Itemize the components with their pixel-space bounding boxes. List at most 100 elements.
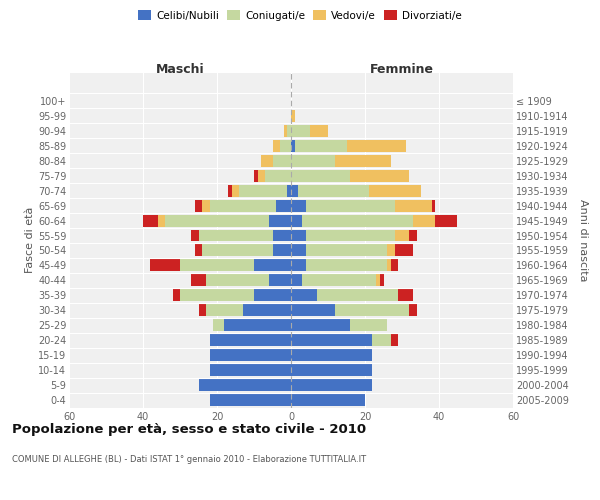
Text: Maschi: Maschi <box>155 63 205 76</box>
Bar <box>202 244 272 256</box>
Bar <box>373 334 391 346</box>
Bar <box>291 140 295 152</box>
Bar <box>291 230 306 241</box>
Bar <box>272 244 291 256</box>
Bar <box>269 214 291 226</box>
Bar <box>269 274 291 286</box>
Bar <box>291 260 306 272</box>
Bar <box>228 184 232 196</box>
Bar <box>291 170 350 181</box>
Bar <box>409 230 417 241</box>
Bar <box>387 260 391 272</box>
Bar <box>291 394 365 406</box>
Bar <box>254 290 291 302</box>
Bar <box>350 170 409 181</box>
Bar <box>284 125 287 137</box>
Bar <box>302 274 376 286</box>
Bar <box>291 200 306 211</box>
Bar <box>335 155 391 166</box>
Bar <box>431 200 436 211</box>
Bar <box>395 244 413 256</box>
Bar <box>199 230 272 241</box>
Bar <box>291 304 335 316</box>
Bar <box>191 274 206 286</box>
Bar <box>287 125 291 137</box>
Bar <box>409 304 417 316</box>
Bar <box>224 320 291 331</box>
Bar <box>306 244 387 256</box>
Bar <box>287 184 291 196</box>
Bar <box>151 260 180 272</box>
Bar <box>191 230 199 241</box>
Bar <box>306 230 395 241</box>
Bar <box>291 364 373 376</box>
Bar <box>310 125 328 137</box>
Bar <box>291 274 302 286</box>
Bar <box>391 334 398 346</box>
Bar <box>350 320 387 331</box>
Bar <box>291 379 373 391</box>
Bar <box>376 274 380 286</box>
Bar <box>180 260 254 272</box>
Bar <box>380 274 383 286</box>
Bar <box>291 290 317 302</box>
Bar <box>272 155 291 166</box>
Bar <box>272 230 291 241</box>
Bar <box>306 200 395 211</box>
Bar <box>391 260 398 272</box>
Bar <box>143 214 158 226</box>
Bar <box>317 290 398 302</box>
Bar <box>272 140 280 152</box>
Bar <box>291 349 373 361</box>
Bar <box>398 290 413 302</box>
Bar <box>280 140 291 152</box>
Bar <box>413 214 436 226</box>
Bar <box>199 379 291 391</box>
Bar <box>291 334 373 346</box>
Bar <box>387 244 395 256</box>
Bar <box>291 155 335 166</box>
Bar <box>209 364 291 376</box>
Bar <box>232 184 239 196</box>
Bar <box>214 320 224 331</box>
Bar <box>180 290 254 302</box>
Text: Popolazione per età, sesso e stato civile - 2010: Popolazione per età, sesso e stato civil… <box>12 422 366 436</box>
Bar <box>291 110 295 122</box>
Bar <box>435 214 457 226</box>
Bar <box>165 214 269 226</box>
Bar <box>195 200 202 211</box>
Bar <box>195 244 202 256</box>
Bar <box>291 125 310 137</box>
Bar <box>254 170 258 181</box>
Bar <box>202 200 209 211</box>
Bar <box>335 304 409 316</box>
Bar <box>291 214 302 226</box>
Y-axis label: Fasce di età: Fasce di età <box>25 207 35 273</box>
Bar <box>158 214 165 226</box>
Bar <box>173 290 180 302</box>
Bar <box>276 200 291 211</box>
Bar <box>306 260 387 272</box>
Bar <box>262 155 272 166</box>
Bar <box>209 334 291 346</box>
Bar <box>395 200 431 211</box>
Bar <box>243 304 291 316</box>
Bar <box>206 274 269 286</box>
Legend: Celibi/Nubili, Coniugati/e, Vedovi/e, Divorziati/e: Celibi/Nubili, Coniugati/e, Vedovi/e, Di… <box>134 6 466 25</box>
Bar <box>254 260 291 272</box>
Bar <box>239 184 287 196</box>
Bar <box>395 230 409 241</box>
Bar <box>209 200 276 211</box>
Bar <box>291 320 350 331</box>
Bar <box>291 184 298 196</box>
Bar <box>265 170 291 181</box>
Bar <box>295 140 347 152</box>
Text: COMUNE DI ALLEGHE (BL) - Dati ISTAT 1° gennaio 2010 - Elaborazione TUTTITALIA.IT: COMUNE DI ALLEGHE (BL) - Dati ISTAT 1° g… <box>12 455 366 464</box>
Bar <box>347 140 406 152</box>
Bar <box>258 170 265 181</box>
Bar <box>291 244 306 256</box>
Bar <box>199 304 206 316</box>
Bar <box>368 184 421 196</box>
Bar <box>298 184 368 196</box>
Bar <box>302 214 413 226</box>
